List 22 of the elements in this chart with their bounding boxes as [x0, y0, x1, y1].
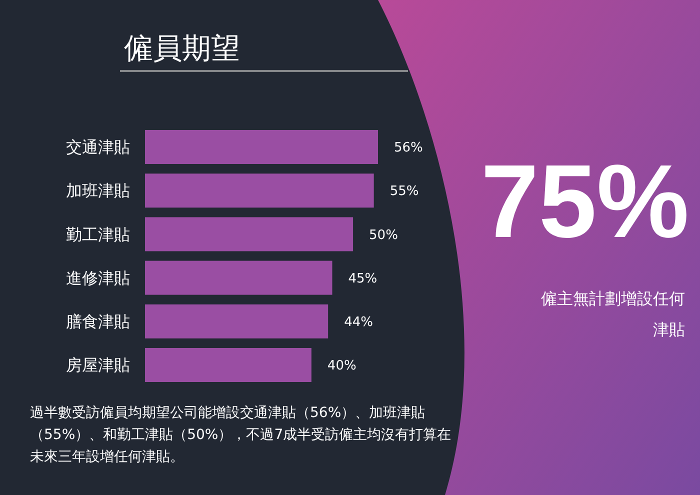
- y-tick-label: 交通津貼: [66, 138, 130, 157]
- bar: [145, 174, 374, 208]
- bar: [145, 304, 328, 338]
- data-label: 44%: [344, 314, 373, 330]
- bar: [145, 348, 312, 382]
- data-label: 50%: [369, 228, 398, 243]
- text: 過半數受訪僱員均期望公司能增設交通津貼（56%）、加班津貼（55%）、和勤工津貼（50%），不過7成半受訪僱主均沒有打算在未來三年設增任何津貼。: [30, 404, 452, 467]
- data-label: 55%: [390, 184, 419, 200]
- text: 僱主無計劃增設任何津貼: [540, 288, 685, 341]
- bar: [145, 130, 378, 164]
- data-label: 56%: [394, 140, 423, 156]
- text: 75%: [480, 144, 690, 260]
- bar: [145, 260, 332, 295]
- y-tick-label: 房屋津貼: [66, 356, 130, 375]
- y-tick-label: 勤工津貼: [66, 224, 130, 244]
- bar: [145, 217, 354, 252]
- chart-title: 僱員期望: [124, 31, 240, 65]
- data-label: 45%: [348, 271, 378, 286]
- y-tick-label: 進修津貼: [66, 268, 130, 288]
- y-tick-label: 加班津貼: [66, 181, 130, 200]
- y-tick-label: 膳食津貼: [66, 312, 130, 331]
- data-label: 40%: [327, 358, 356, 374]
